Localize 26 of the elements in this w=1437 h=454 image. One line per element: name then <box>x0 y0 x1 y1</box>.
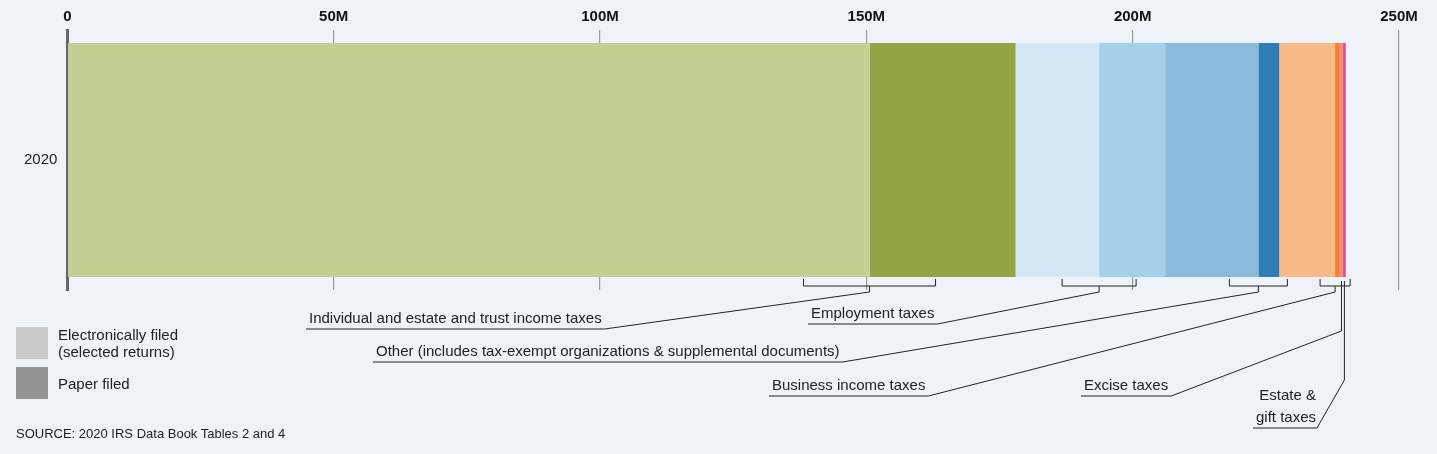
x-tick-label: 200M <box>1113 7 1152 25</box>
bar <box>1165 43 1259 277</box>
bar <box>1099 43 1166 277</box>
text: Other (includes tax-exempt organizations & supplemental documents) <box>376 342 840 359</box>
bar <box>1335 43 1340 277</box>
text: Employment taxes <box>811 304 935 321</box>
bar <box>1343 43 1346 277</box>
text: Paper filed <box>58 374 130 392</box>
source-note: SOURCE: 2020 IRS Data Book Tables 2 and 4 <box>16 426 286 441</box>
x-tick-label: 50M <box>319 7 349 25</box>
x-tick-label: 250M <box>1380 7 1418 25</box>
bar <box>869 43 1016 277</box>
x-tick-label: 0 <box>63 7 72 25</box>
text: Excise taxes <box>1084 376 1169 393</box>
text: Individual and estate and trust income taxes <box>309 309 602 326</box>
bar <box>67 43 870 277</box>
bar <box>1015 43 1100 277</box>
text: Business income taxes <box>772 376 926 393</box>
bar <box>1279 43 1336 277</box>
bar <box>1258 43 1280 277</box>
y-tick-label: 2020 <box>23 150 58 168</box>
text: Estate & gift taxes <box>1255 386 1316 425</box>
text: Electronically filed (selected returns) <box>58 326 180 360</box>
x-tick-label: 150M <box>847 7 886 25</box>
x-tick-label: 100M <box>581 7 619 25</box>
bar <box>1339 43 1344 277</box>
